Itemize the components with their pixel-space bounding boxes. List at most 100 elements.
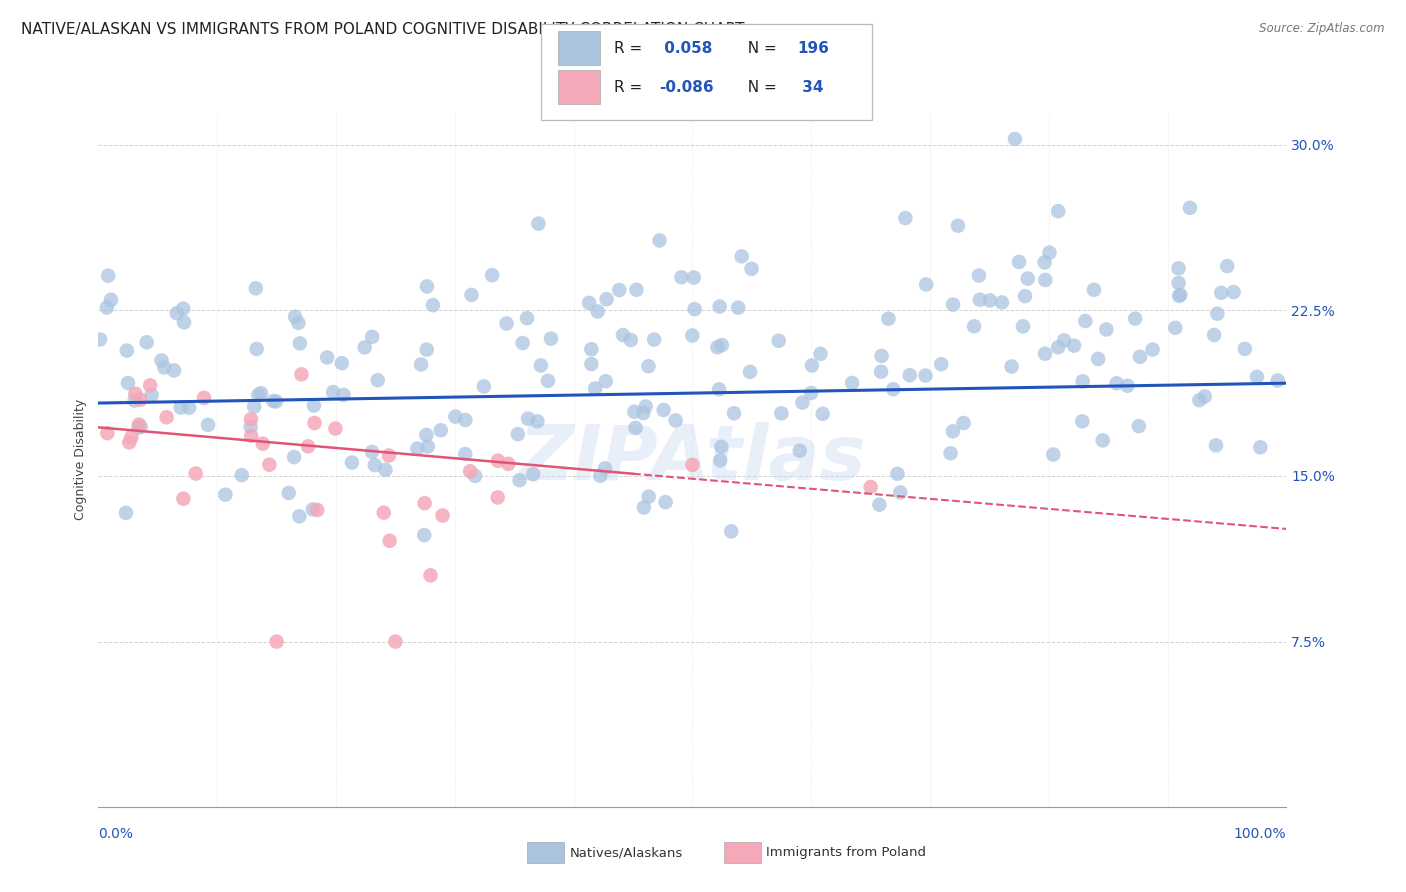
Point: [810, 347, 832, 361]
Point: [128, 417, 150, 432]
Point: [378, 449, 401, 463]
Point: [1142, 343, 1164, 357]
Point: [671, 270, 693, 285]
Point: [141, 388, 163, 402]
Point: [1170, 288, 1192, 302]
Point: [458, 464, 481, 478]
Point: [709, 300, 731, 314]
Point: [172, 301, 194, 316]
Point: [894, 211, 917, 225]
Point: [361, 445, 384, 459]
Point: [877, 311, 900, 326]
Point: [1014, 289, 1036, 303]
Point: [353, 340, 375, 354]
Point: [929, 357, 952, 371]
Point: [247, 388, 270, 402]
Point: [946, 219, 969, 233]
Text: Natives/Alaskans: Natives/Alaskans: [569, 847, 683, 859]
Point: [316, 351, 339, 365]
Point: [150, 353, 173, 368]
Point: [322, 385, 344, 400]
Text: N =: N =: [738, 80, 782, 95]
Point: [250, 386, 273, 401]
Point: [419, 568, 441, 582]
Point: [741, 261, 763, 276]
Point: [939, 446, 962, 460]
Point: [1038, 245, 1060, 260]
Point: [429, 423, 451, 437]
Point: [287, 316, 309, 330]
Point: [1033, 255, 1056, 269]
Point: [384, 634, 406, 648]
Point: [583, 382, 606, 396]
Point: [516, 311, 538, 326]
Point: [374, 463, 396, 477]
Point: [245, 281, 267, 295]
Point: [193, 391, 215, 405]
Point: [683, 302, 706, 317]
Point: [290, 368, 312, 382]
Point: [129, 420, 152, 434]
Point: [1211, 285, 1233, 300]
Text: R =: R =: [614, 80, 648, 95]
Point: [1033, 273, 1056, 287]
Point: [512, 336, 534, 351]
Point: [284, 310, 307, 324]
Point: [792, 395, 814, 409]
Point: [952, 416, 974, 430]
Point: [259, 458, 281, 472]
Point: [277, 486, 299, 500]
Point: [302, 399, 325, 413]
Text: R =: R =: [614, 41, 648, 55]
Point: [1205, 438, 1227, 452]
Point: [115, 506, 138, 520]
Point: [665, 413, 688, 427]
Point: [624, 421, 647, 435]
Point: [1233, 342, 1256, 356]
Point: [415, 428, 437, 442]
Point: [589, 468, 612, 483]
Point: [870, 349, 893, 363]
Point: [1105, 376, 1128, 391]
Y-axis label: Cognitive Disability: Cognitive Disability: [75, 399, 87, 520]
Point: [332, 388, 354, 402]
Point: [304, 416, 326, 430]
Point: [527, 217, 550, 231]
Point: [1128, 419, 1150, 434]
Point: [626, 283, 648, 297]
Point: [709, 453, 731, 467]
Point: [963, 319, 986, 334]
Text: ZIPAtlas: ZIPAtlas: [519, 423, 866, 496]
Point: [1216, 259, 1239, 273]
Text: 100.0%: 100.0%: [1234, 827, 1286, 841]
Point: [1074, 314, 1097, 328]
Point: [1091, 434, 1114, 448]
Point: [486, 454, 509, 468]
Point: [262, 394, 284, 409]
Text: -0.086: -0.086: [659, 80, 714, 95]
Point: [1047, 204, 1070, 219]
Point: [361, 330, 384, 344]
Point: [593, 461, 616, 475]
Point: [942, 297, 965, 311]
Point: [481, 268, 503, 282]
Point: [239, 420, 262, 434]
Text: 0.0%: 0.0%: [98, 827, 134, 841]
Point: [586, 304, 609, 318]
Point: [297, 439, 319, 453]
Point: [578, 296, 600, 310]
Point: [727, 301, 749, 315]
Point: [406, 442, 429, 456]
Point: [135, 335, 157, 350]
Point: [620, 333, 643, 347]
Point: [1222, 285, 1244, 299]
Point: [240, 412, 263, 426]
Point: [681, 328, 703, 343]
Point: [460, 288, 482, 302]
Point: [283, 450, 305, 464]
Point: [800, 359, 823, 373]
Point: [681, 458, 703, 472]
Point: [97, 268, 120, 283]
Point: [633, 406, 655, 420]
Point: [1178, 201, 1201, 215]
